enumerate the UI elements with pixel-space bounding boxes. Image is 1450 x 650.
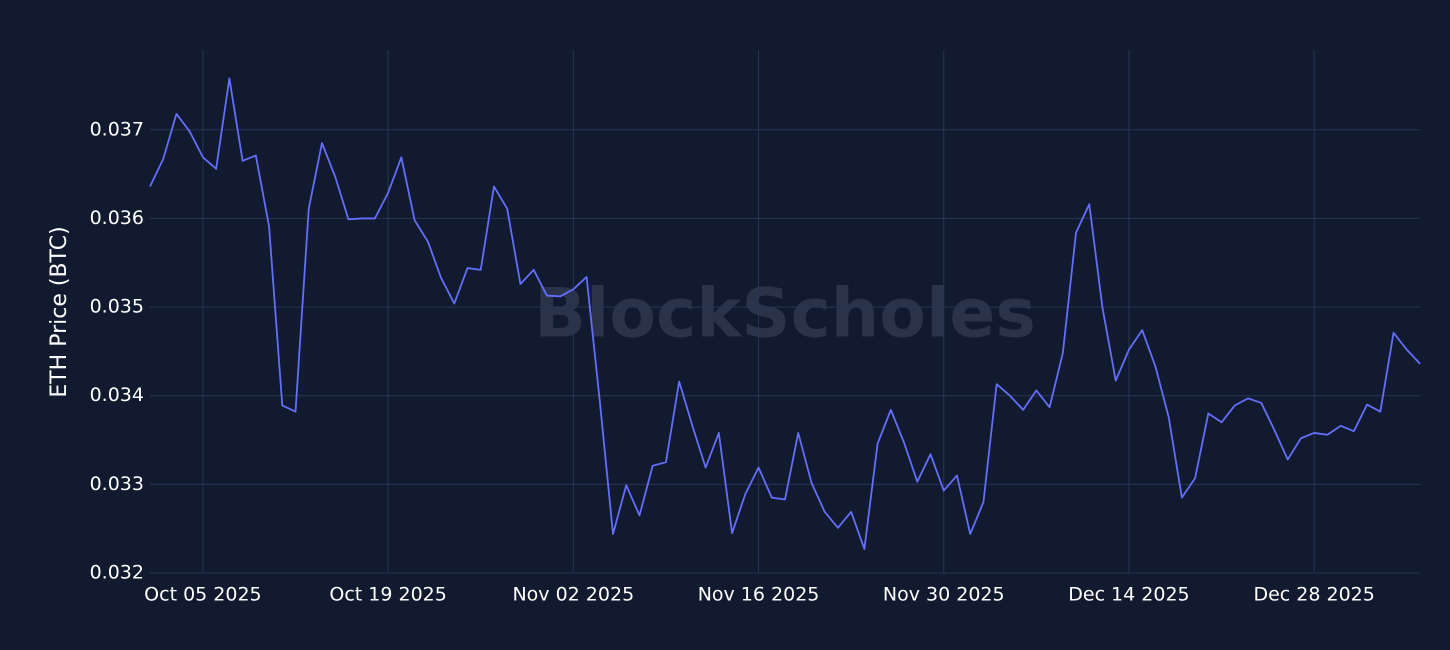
x-tick-label: Dec 28 2025 bbox=[1253, 584, 1374, 606]
watermark: BlockScholes bbox=[534, 275, 1036, 354]
price-line bbox=[149, 77, 1421, 550]
x-tick-label: Dec 14 2025 bbox=[1068, 584, 1189, 606]
y-tick-label: 0.035 bbox=[90, 296, 144, 318]
x-tick-label: Oct 05 2025 bbox=[144, 584, 261, 606]
y-tick-label: 0.034 bbox=[90, 384, 144, 406]
y-tick-label: 0.032 bbox=[90, 562, 144, 584]
x-tick-label: Nov 30 2025 bbox=[883, 584, 1005, 606]
x-tick-label: Oct 19 2025 bbox=[329, 584, 446, 606]
x-tick-label: Nov 16 2025 bbox=[698, 584, 820, 606]
x-tick-label: Nov 02 2025 bbox=[512, 584, 634, 606]
y-tick-label: 0.037 bbox=[90, 118, 144, 140]
y-tick-label: 0.033 bbox=[90, 473, 144, 495]
y-axis-label: ETH Price (BTC) bbox=[47, 226, 72, 397]
y-tick-label: 0.036 bbox=[90, 207, 144, 229]
